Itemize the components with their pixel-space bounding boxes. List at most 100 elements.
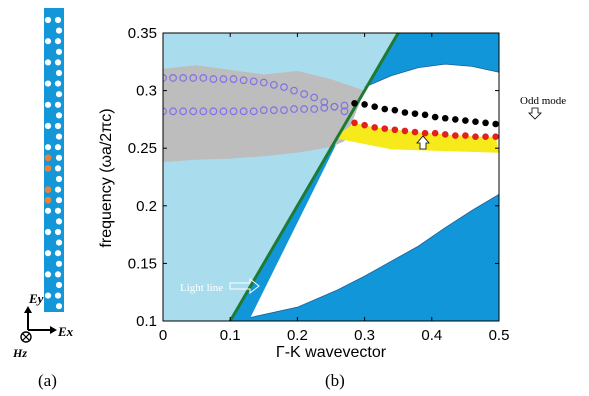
ey-arrowhead-icon: [24, 306, 32, 313]
panel-a-label: (a): [38, 371, 57, 390]
light-cone-mode-point: [280, 106, 288, 115]
even-mode-point: [371, 124, 378, 131]
hz-label: Hz: [12, 346, 27, 360]
gap-edge-lower: [250, 193, 499, 318]
light-cone-mode-point: [199, 74, 208, 82]
y-axis-label: frequency (ωa/2πc): [98, 108, 115, 247]
air-hole: [44, 59, 52, 66]
light-cone-mode-point: [320, 103, 329, 112]
air-hole: [54, 101, 62, 108]
air-hole: [54, 122, 62, 130]
ey-label: Ey: [28, 291, 44, 306]
even-mode-point: [472, 133, 479, 140]
odd-mode-point: [462, 117, 469, 124]
x-axis-label: Γ-K wavevector: [276, 344, 387, 361]
even-mode-point: [381, 125, 389, 132]
even-mode-label: Even mode: [396, 151, 446, 163]
odd-mode-point: [472, 118, 479, 126]
y-tick-label: 0.15: [128, 255, 157, 272]
plot-frame: [162, 32, 500, 322]
even-mode-point: [441, 131, 449, 138]
air-hole: [55, 27, 63, 34]
air-hole: [54, 292, 62, 299]
air-hole: [44, 271, 52, 278]
air-hole: [54, 271, 62, 278]
light-cone-mode-point: [300, 90, 309, 98]
x-tick-label: 0.1: [220, 327, 241, 344]
field-axes: Ey Ex Hz: [12, 291, 74, 360]
odd-mode-point: [361, 101, 368, 108]
light-cone-mode-point: [310, 93, 319, 102]
light-cone-mode-point: [163, 74, 167, 82]
light-cone-mode-point: [340, 107, 349, 116]
odd-mode-point: [401, 109, 409, 116]
light-cone-mode-point: [209, 75, 218, 83]
even-mode-point: [411, 128, 419, 136]
band-gap-region: [250, 64, 499, 318]
light-cone-mode-point: [219, 75, 228, 83]
even-mode-point: [421, 129, 429, 137]
air-hole: [55, 112, 63, 119]
defect-hole: [44, 196, 52, 204]
x-tick-label: 0.5: [489, 327, 510, 344]
odd-mode-label: Odd mode: [520, 95, 566, 107]
light-cone-mode-point: [189, 74, 198, 82]
air-hole: [44, 38, 52, 45]
gap-edge-upper: [364, 63, 499, 88]
odd-mode-arrow-icon: [528, 107, 542, 120]
x-tick-label: 0.3: [354, 327, 375, 344]
light-cone-mode-point: [199, 107, 208, 116]
air-hole: [44, 16, 52, 24]
light-cone-mode-point: [239, 76, 248, 85]
air-hole: [55, 154, 63, 161]
x-tick-label: 0.4: [421, 327, 442, 344]
air-hole: [44, 292, 52, 299]
even-mode-point: [401, 127, 409, 135]
air-hole: [55, 260, 63, 267]
odd-mode-point: [371, 103, 378, 111]
light-cone-mode-point: [310, 105, 319, 113]
air-hole: [44, 250, 52, 257]
odd-mode-point: [351, 99, 358, 107]
light-cone-mode-point: [179, 107, 188, 116]
air-hole: [54, 186, 62, 193]
even-mode-fill: [339, 122, 499, 153]
light-cone-mode-point: [219, 107, 228, 116]
defect-holes: [44, 154, 52, 204]
air-hole: [55, 91, 63, 98]
annotations: Odd mode Even mode Light line: [180, 95, 566, 295]
air-hole: [54, 165, 62, 172]
air-hole: [54, 59, 62, 66]
even-mode-point: [431, 129, 439, 137]
even-mode-point: [351, 119, 358, 127]
light-cone-mode-point: [163, 107, 167, 116]
x-tick-label: 0: [159, 327, 167, 344]
defect-hole: [44, 186, 52, 194]
light-cone-mode-point: [189, 107, 198, 116]
light-cone-mode-point: [249, 107, 258, 116]
odd-mode-point: [381, 105, 389, 113]
odd-mode-point: [482, 119, 489, 127]
light-cone-mode-point: [229, 107, 238, 116]
even-mode-point: [391, 126, 399, 134]
air-hole: [44, 228, 52, 236]
ex-label: Ex: [57, 324, 74, 339]
even-mode-point: [452, 132, 459, 139]
air-hole: [55, 48, 63, 55]
light-cone-mode-point: [179, 74, 188, 82]
ex-arrowhead-icon: [50, 326, 57, 334]
y-tick-label: 0.2: [136, 198, 157, 215]
light-cone-mode-point: [340, 101, 349, 110]
even-mode-point: [462, 132, 469, 139]
air-hole: [55, 133, 63, 140]
light-cone-mode-point: [290, 86, 298, 95]
y-tick-label: 0.1: [136, 313, 157, 330]
light-cone-mode-point: [169, 74, 177, 82]
even-mode-point: [482, 133, 489, 140]
panel-b-label: (b): [325, 371, 345, 390]
air-hole: [54, 80, 62, 87]
air-hole: [54, 250, 62, 257]
light-line-label: Light line: [180, 282, 223, 294]
odd-mode-point: [441, 114, 449, 122]
y-tick-label: 0.3: [136, 83, 157, 100]
